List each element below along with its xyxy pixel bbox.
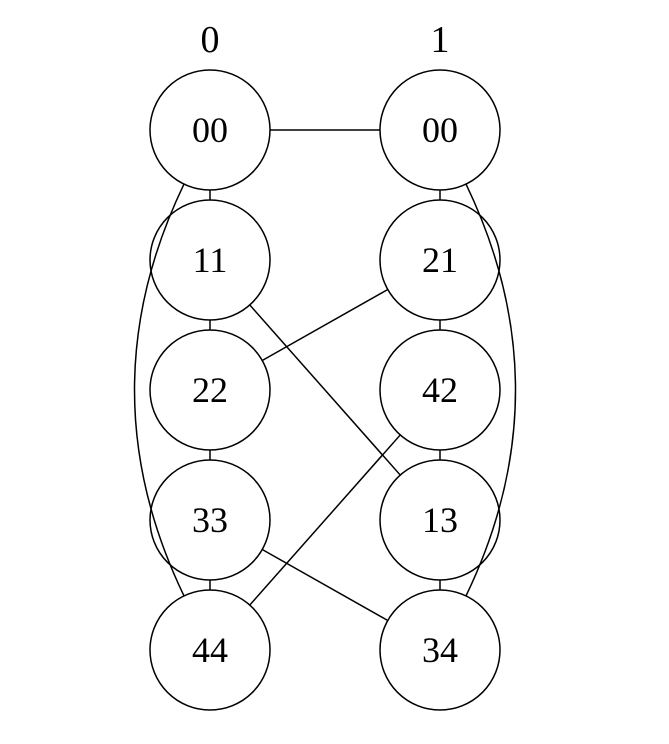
node-label-R2: 42	[422, 370, 458, 410]
node-label-L1: 11	[193, 240, 228, 280]
node-label-R3: 13	[422, 500, 458, 540]
graph-diagram: 0011223344002142133401	[0, 0, 669, 744]
edge-L4-R2	[250, 435, 400, 605]
column-header-left: 0	[201, 19, 220, 61]
edge-L1-R3	[250, 305, 400, 475]
column-headers: 01	[201, 19, 450, 61]
node-label-L3: 33	[192, 500, 228, 540]
edge-L2-R1	[262, 290, 388, 361]
node-label-R0: 00	[422, 110, 458, 150]
edge-L3-R4	[262, 550, 388, 621]
column-header-right: 1	[431, 19, 450, 61]
edge-L0-L4	[135, 184, 185, 596]
node-label-L2: 22	[192, 370, 228, 410]
node-label-L0: 00	[192, 110, 228, 150]
node-label-R4: 34	[422, 630, 458, 670]
node-label-R1: 21	[422, 240, 458, 280]
node-label-L4: 44	[192, 630, 228, 670]
edge-R0-R4	[466, 184, 516, 596]
